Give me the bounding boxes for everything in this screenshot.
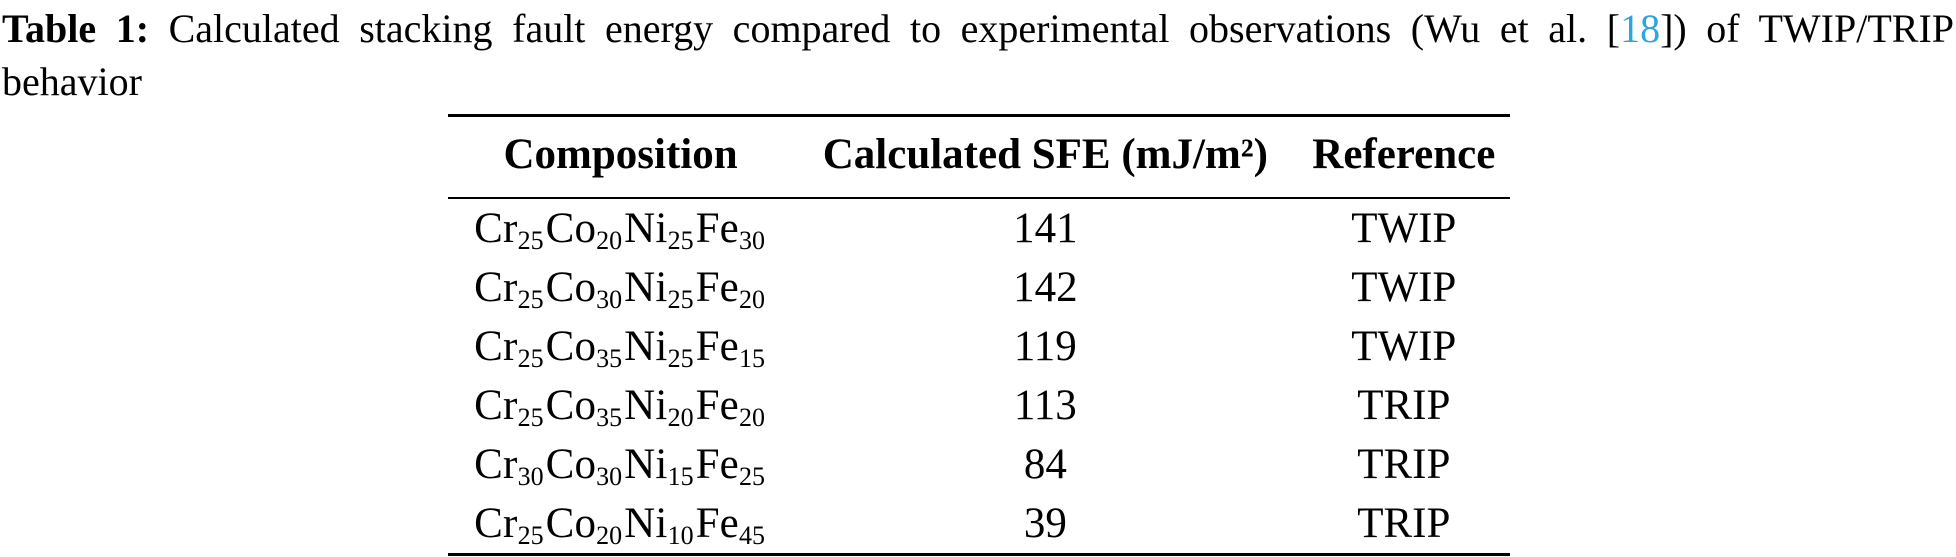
reference-cell: TWIP — [1351, 323, 1457, 370]
element-subscript: 25 — [517, 285, 544, 314]
column-header-calculated-sfe: Calculated SFE (mJ/m²) — [793, 115, 1298, 199]
element-symbol: Cr — [474, 264, 518, 311]
composition-cell: Cr25Co20Ni25Fe30 — [448, 198, 793, 258]
reference-cell: TRIP — [1357, 441, 1451, 488]
element-subscript: 15 — [738, 344, 765, 373]
column-header-reference: Reference — [1297, 115, 1510, 199]
element-subscript: 35 — [596, 344, 623, 373]
table-caption: Table 1: Calculated stacking fault energ… — [0, 0, 1954, 108]
composition-cell: Cr25Co30Ni25Fe20 — [448, 258, 793, 317]
element-symbol: Co — [545, 500, 597, 547]
element-subscript: 25 — [738, 462, 765, 491]
element-symbol: Cr — [474, 441, 518, 488]
sfe-cell: 39 — [1023, 500, 1067, 547]
element-symbol: Cr — [474, 500, 518, 547]
table-row: Cr30Co30Ni15Fe25 84 TRIP — [448, 435, 1510, 494]
element-subscript: 25 — [517, 344, 544, 373]
caption-label: Table 1: — [2, 6, 150, 51]
element-subscript: 25 — [517, 521, 544, 550]
element-subscript: 20 — [738, 403, 765, 432]
composition-cell: Cr25Co35Ni20Fe20 — [448, 376, 793, 435]
composition-cell: Cr30Co30Ni15Fe25 — [448, 435, 793, 494]
element-subscript: 10 — [667, 521, 694, 550]
table-row: Cr25Co35Ni20Fe20 113 TRIP — [448, 376, 1510, 435]
element-symbol: Cr — [474, 382, 518, 429]
element-symbol: Ni — [624, 500, 668, 547]
reference-cell: TRIP — [1357, 500, 1451, 547]
element-symbol: Cr — [474, 205, 518, 252]
element-symbol: Fe — [695, 500, 739, 547]
caption-line-1: Table 1: Calculated stacking fault energ… — [2, 2, 1954, 55]
element-symbol: Co — [545, 205, 597, 252]
reference-cell: TRIP — [1357, 382, 1451, 429]
citation-link[interactable]: 18 — [1620, 6, 1661, 51]
sfe-cell: 119 — [1013, 323, 1077, 370]
element-subscript: 20 — [596, 521, 623, 550]
element-subscript: 30 — [596, 285, 623, 314]
element-symbol: Fe — [695, 441, 739, 488]
element-symbol: Ni — [624, 382, 668, 429]
caption-line-2: behavior — [2, 59, 142, 104]
element-subscript: 30 — [738, 226, 765, 255]
element-symbol: Fe — [695, 205, 739, 252]
element-subscript: 25 — [667, 285, 694, 314]
table-row: Cr25Co35Ni25Fe15 119 TWIP — [448, 317, 1510, 376]
element-symbol: Co — [545, 323, 597, 370]
element-subscript: 20 — [596, 226, 623, 255]
table-row: Cr25Co20Ni10Fe45 39 TRIP — [448, 494, 1510, 555]
table-header-row: Composition Calculated SFE (mJ/m²) Referen… — [448, 115, 1510, 199]
table-body: Cr25Co20Ni25Fe30 141 TWIP Cr25Co30Ni25Fe… — [448, 198, 1510, 555]
caption-text-before: Calculated stacking fault energy compare… — [168, 6, 1621, 51]
sfe-table: Composition Calculated SFE (mJ/m²) Referen… — [448, 114, 1510, 556]
composition-cell: Cr25Co20Ni10Fe45 — [448, 494, 793, 555]
column-header-composition: Composition — [448, 115, 794, 199]
element-symbol: Ni — [624, 441, 668, 488]
element-symbol: Co — [545, 441, 597, 488]
sfe-cell: 141 — [1013, 205, 1078, 252]
element-symbol: Ni — [624, 205, 668, 252]
element-subscript: 25 — [517, 226, 544, 255]
element-symbol: Cr — [474, 323, 518, 370]
element-symbol: Co — [545, 382, 597, 429]
element-subscript: 25 — [517, 403, 544, 432]
element-symbol: Co — [545, 264, 597, 311]
element-subscript: 45 — [738, 521, 765, 550]
reference-cell: TWIP — [1351, 264, 1457, 311]
element-subscript: 35 — [596, 403, 623, 432]
sfe-cell: 84 — [1023, 441, 1067, 488]
composition-cell: Cr25Co35Ni25Fe15 — [448, 317, 793, 376]
element-symbol: Fe — [695, 323, 739, 370]
element-symbol: Fe — [695, 382, 739, 429]
element-symbol: Fe — [695, 264, 739, 311]
element-subscript: 15 — [667, 462, 694, 491]
element-subscript: 30 — [596, 462, 623, 491]
sfe-cell: 113 — [1013, 382, 1077, 429]
element-subscript: 30 — [517, 462, 544, 491]
caption-text-after: ]) of TWIP/TRIP — [1660, 6, 1955, 51]
table-row: Cr25Co30Ni25Fe20 142 TWIP — [448, 258, 1510, 317]
element-subscript: 25 — [667, 344, 694, 373]
element-subscript: 20 — [667, 403, 694, 432]
reference-cell: TWIP — [1351, 205, 1457, 252]
element-symbol: Ni — [624, 264, 668, 311]
sfe-cell: 142 — [1013, 264, 1078, 311]
element-subscript: 20 — [738, 285, 765, 314]
table-row: Cr25Co20Ni25Fe30 141 TWIP — [448, 198, 1510, 258]
element-subscript: 25 — [667, 226, 694, 255]
element-symbol: Ni — [624, 323, 668, 370]
